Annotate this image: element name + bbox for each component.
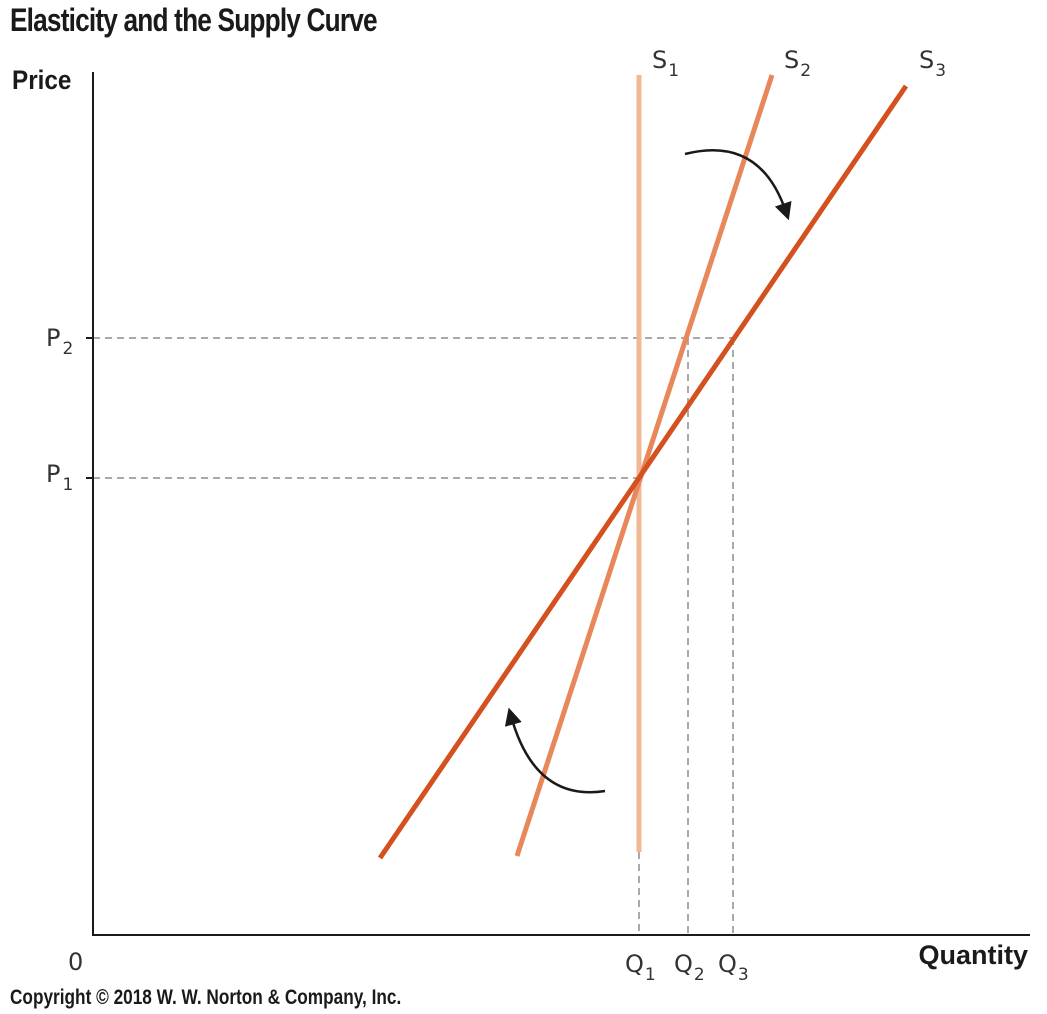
- rotation-arrow-lower: [504, 707, 606, 794]
- s1-label: S1: [652, 46, 679, 81]
- s2-label: S2: [784, 46, 811, 81]
- supply-curve-s3: [377, 84, 909, 860]
- axes: [86, 72, 1030, 936]
- s3-label: S3: [919, 46, 946, 81]
- copyright-notice: Copyright © 2018 W. W. Norton & Company,…: [10, 986, 402, 1009]
- q1-label: Q1: [625, 950, 656, 985]
- chart-title: Elasticity and the Supply Curve: [10, 2, 378, 38]
- rotation-arrow-upper: [684, 149, 792, 221]
- origin-label: 0: [68, 948, 83, 976]
- y-axis-title: Price: [12, 66, 71, 95]
- x-axis-title: Quantity: [918, 940, 1028, 970]
- q3-label: Q3: [718, 950, 749, 985]
- guide-lines: [93, 337, 734, 935]
- q2-label: Q2: [674, 950, 705, 985]
